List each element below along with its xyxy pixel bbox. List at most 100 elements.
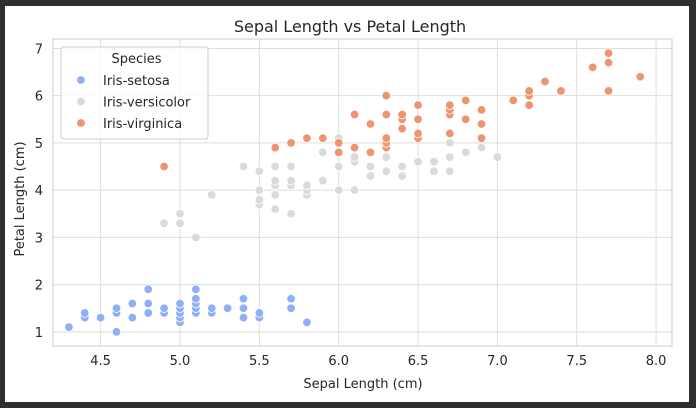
y-tick-label: 4: [35, 184, 43, 199]
legend-entry-label: Iris-virginica: [103, 117, 182, 132]
data-point: [333, 138, 344, 148]
data-point: [349, 152, 360, 162]
data-point: [254, 194, 265, 205]
data-point: [191, 294, 201, 304]
data-point: [476, 133, 487, 143]
data-point: [111, 327, 122, 337]
data-point: [286, 175, 296, 186]
series-iris-virginica: [159, 48, 645, 172]
data-point: [476, 142, 487, 153]
data-point: [603, 57, 614, 68]
data-point: [492, 152, 503, 162]
x-tick-label: 7.0: [487, 354, 508, 369]
data-point: [318, 175, 328, 186]
data-point: [270, 190, 280, 200]
data-point: [460, 147, 471, 158]
data-point: [445, 138, 455, 148]
data-point: [429, 166, 439, 176]
data-point: [365, 161, 376, 172]
data-point: [254, 185, 265, 195]
data-point: [381, 166, 392, 176]
data-point: [318, 147, 328, 158]
data-point: [238, 161, 249, 172]
data-point: [381, 152, 392, 162]
data-point: [460, 95, 471, 106]
data-point: [159, 161, 169, 172]
data-point: [191, 232, 201, 243]
y-tick-label: 1: [35, 326, 43, 341]
x-tick-label: 5.0: [170, 354, 191, 369]
x-axis-label: Sepal Length (cm): [303, 377, 422, 392]
data-point: [476, 105, 487, 115]
data-point: [111, 303, 122, 313]
y-tick-label: 3: [35, 231, 43, 246]
data-point: [254, 166, 265, 176]
data-point: [95, 312, 106, 323]
x-tick-label: 4.5: [90, 354, 111, 369]
data-point: [349, 185, 360, 195]
legend-box: [60, 46, 209, 140]
data-point: [413, 100, 423, 110]
data-point: [270, 142, 280, 153]
scatter-chart: Sepal Length vs Petal Length 4.5 5.0 5.5 6.…: [13, 17, 673, 392]
data-point: [318, 133, 328, 143]
data-point: [207, 303, 217, 313]
data-point: [365, 171, 376, 181]
y-tick-label: 7: [35, 42, 43, 57]
y-tick-label: 2: [35, 279, 43, 294]
data-point: [429, 157, 439, 167]
data-point: [286, 294, 296, 304]
data-point: [587, 62, 598, 73]
y-tick-label: 5: [35, 137, 43, 152]
data-point: [254, 308, 265, 318]
data-point: [397, 109, 407, 120]
data-point: [302, 317, 312, 328]
data-point: [445, 100, 455, 110]
data-point: [476, 119, 487, 129]
data-point: [159, 218, 169, 228]
data-points: [64, 48, 645, 337]
data-point: [207, 190, 217, 200]
data-point: [222, 303, 233, 313]
data-point: [635, 72, 645, 82]
data-point: [397, 161, 407, 172]
legend-title: Species: [111, 52, 161, 67]
data-point: [286, 303, 296, 313]
data-point: [127, 298, 138, 309]
data-point: [175, 298, 185, 309]
x-tick-label: 5.5: [249, 354, 270, 369]
chart-title: Sepal Length vs Petal Length: [234, 17, 466, 36]
data-point: [143, 308, 153, 318]
data-point: [413, 157, 423, 167]
data-point: [238, 312, 249, 323]
legend-marker: [76, 118, 86, 128]
data-point: [80, 308, 90, 318]
data-point: [270, 175, 280, 186]
data-point: [175, 209, 185, 219]
data-point: [191, 284, 201, 295]
data-point: [238, 294, 249, 304]
legend: Species Iris-setosa Iris-versicolor Iris-v…: [60, 46, 209, 140]
data-point: [445, 166, 455, 176]
data-point: [381, 90, 392, 101]
data-point: [445, 152, 455, 162]
data-point: [365, 119, 376, 129]
y-tick-label: 6: [35, 90, 43, 105]
data-point: [397, 124, 407, 134]
data-point: [286, 209, 296, 219]
data-point: [270, 204, 280, 214]
chart-figure: Sepal Length vs Petal Length 4.5 5.0 5.5 6.…: [5, 6, 689, 402]
x-tick-label: 7.5: [566, 354, 587, 369]
data-point: [524, 100, 534, 110]
legend-marker: [76, 96, 86, 107]
data-point: [397, 171, 407, 181]
axis-ticks: 4.5 5.0 5.5 6.0 6.5 7.0 7.5 8.0 1 2 3 4 5 6 7: [35, 42, 667, 369]
legend-entry-label: Iris-versicolor: [103, 96, 191, 111]
x-tick-label: 6.0: [328, 354, 349, 369]
data-point: [524, 86, 534, 96]
data-point: [603, 86, 614, 96]
data-point: [333, 185, 344, 195]
data-point: [349, 142, 360, 153]
data-point: [270, 161, 280, 172]
x-tick-label: 6.5: [408, 354, 429, 369]
